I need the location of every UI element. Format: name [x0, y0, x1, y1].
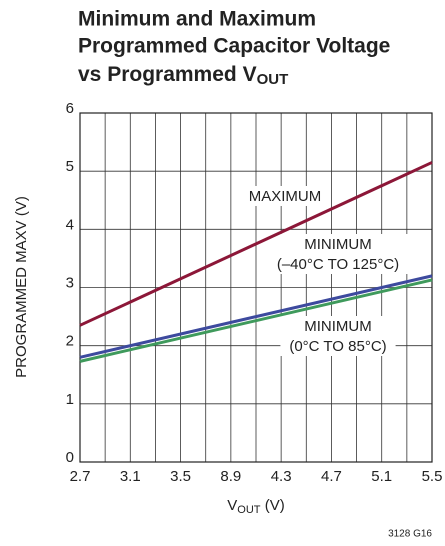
annotation: (0°C TO 85°C)	[289, 338, 386, 355]
title-text: vs Programmed V	[78, 63, 257, 86]
x-tick-label: 2.7	[70, 468, 91, 485]
chart-title: Minimum and Maximum	[78, 8, 316, 31]
y-tick-label: 6	[66, 100, 74, 117]
x-label-text: (V)	[261, 497, 285, 514]
x-tick-label: 3.5	[170, 468, 191, 485]
y-tick-label: 2	[66, 333, 74, 350]
chart-title: Programmed Capacitor Voltage	[78, 35, 390, 58]
x-tick-label: 5.1	[371, 468, 392, 485]
annotation: MINIMUM	[304, 318, 372, 335]
y-tick-label: 4	[66, 216, 74, 233]
x-label-subscript: OUT	[237, 504, 261, 516]
x-tick-label: 4.7	[321, 468, 342, 485]
annotation: MINIMUM	[304, 236, 372, 253]
chart-title: vs Programmed VOUT	[78, 63, 288, 88]
annotation-background	[280, 316, 396, 356]
x-tick-label: 4.3	[271, 468, 292, 485]
series-line	[79, 274, 433, 359]
annotation-background	[252, 186, 318, 206]
x-label-text: V	[227, 497, 237, 514]
footnote: 3128 G16	[388, 529, 432, 540]
title-subscript: OUT	[257, 71, 289, 88]
y-tick-label: 3	[66, 274, 74, 291]
y-tick-label: 1	[66, 391, 74, 408]
y-axis-label: PROGRAMMED MAXV (V)	[13, 196, 30, 378]
y-tick-label: 0	[66, 449, 74, 466]
annotation-background	[267, 234, 409, 274]
x-tick-label: 5.5	[422, 468, 443, 485]
annotation: (–40°C TO 125°C)	[277, 256, 399, 273]
y-tick-label: 5	[66, 158, 74, 175]
x-tick-label: 8.9	[220, 468, 241, 485]
plot-frame	[79, 112, 433, 463]
x-tick-label: 3.1	[120, 468, 141, 485]
x-axis-label: VOUT (V)	[227, 497, 284, 516]
series-line	[79, 278, 433, 363]
series-line	[79, 161, 433, 327]
annotation: MAXIMUM	[249, 188, 322, 205]
